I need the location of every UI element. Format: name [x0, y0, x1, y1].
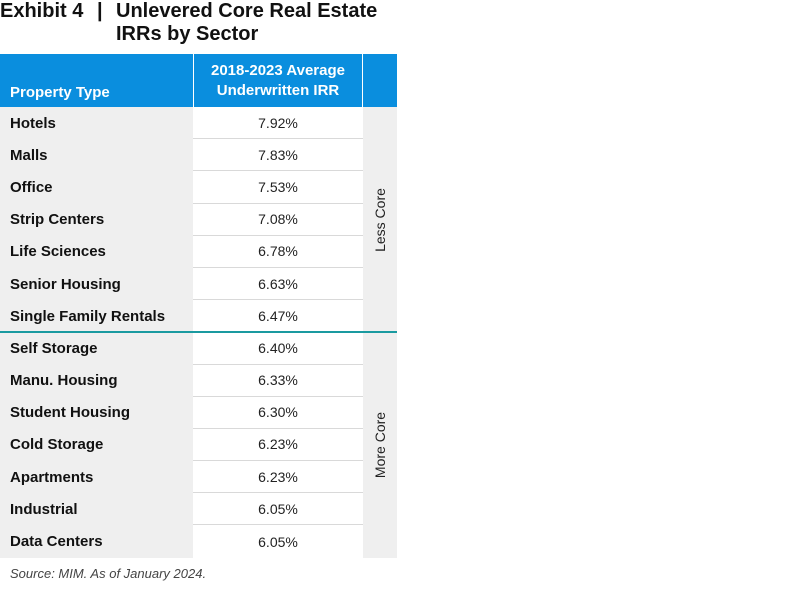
table-row: Industrial 6.05% — [0, 493, 397, 526]
property-type-cell: Industrial — [0, 493, 193, 526]
irr-table: Property Type 2018-2023 Average Underwri… — [0, 54, 397, 558]
irr-cell: 7.83% — [193, 139, 363, 172]
exhibit-heading: Unlevered Core Real Estate IRRs by Secto… — [116, 0, 378, 45]
exhibit-number: Exhibit 4 — [0, 0, 84, 22]
table-row: Office 7.53% — [0, 171, 397, 204]
table-row: Student Housing 6.30% — [0, 396, 397, 429]
table-row: Manu. Housing 6.33% — [0, 364, 397, 397]
irr-cell: 7.08% — [193, 204, 363, 236]
property-type-cell: Senior Housing — [0, 267, 193, 301]
table-row: Cold Storage 6.23% — [0, 428, 397, 462]
property-type-cell: Data Centers — [0, 525, 193, 558]
property-type-cell: Cold Storage — [0, 428, 193, 462]
group-divider — [0, 331, 397, 334]
header-irr-cell: 2018-2023 Average Underwritten IRR — [193, 54, 363, 107]
table-row: Senior Housing 6.63% — [0, 267, 397, 301]
property-type-cell: Hotels — [0, 107, 193, 140]
table-row: Hotels 7.92% — [0, 107, 397, 140]
irr-cell: 6.23% — [193, 429, 363, 462]
header-irr: 2018-2023 Average Underwritten IRR — [211, 61, 345, 99]
table-row: Malls 7.83% — [0, 139, 397, 172]
irr-cell: 6.05% — [193, 493, 363, 526]
irr-cell: 6.40% — [193, 332, 363, 365]
irr-cell: 7.53% — [193, 171, 363, 204]
property-type-cell: Manu. Housing — [0, 364, 193, 397]
table-row: Life Sciences 6.78% — [0, 235, 397, 268]
group-label-more-core: More Core — [372, 412, 389, 479]
irr-cell: 6.63% — [193, 268, 363, 301]
table-row: Strip Centers 7.08% — [0, 203, 397, 236]
table-row: Apartments 6.23% — [0, 461, 397, 494]
group-less-core: Less Core — [363, 107, 397, 333]
table-row: Single Family Rentals 6.47% — [0, 300, 397, 333]
table-row: Data Centers 6.05% — [0, 525, 397, 558]
property-type-cell: Malls — [0, 139, 193, 172]
property-type-cell: Strip Centers — [0, 203, 193, 236]
irr-cell: 6.33% — [193, 365, 363, 397]
property-type-cell: Apartments — [0, 461, 193, 494]
property-type-cell: Life Sciences — [0, 235, 193, 268]
group-more-core: More Core — [363, 332, 397, 558]
property-type-cell: Office — [0, 171, 193, 204]
title-separator: | — [97, 0, 103, 22]
header-property-type: Property Type — [10, 84, 110, 101]
irr-cell: 7.92% — [193, 107, 363, 140]
irr-cell: 6.30% — [193, 397, 363, 429]
property-type-cell: Self Storage — [0, 332, 193, 365]
property-type-cell: Student Housing — [0, 396, 193, 429]
irr-cell: 6.23% — [193, 461, 363, 494]
group-label-less-core: Less Core — [372, 187, 388, 252]
source-note: Source: MIM. As of January 2024. — [10, 566, 207, 581]
table-header: Property Type 2018-2023 Average Underwri… — [0, 54, 397, 107]
irr-cell: 6.05% — [258, 533, 298, 550]
table-row: Self Storage 6.40% — [0, 332, 397, 365]
property-type-cell: Single Family Rentals — [0, 300, 193, 333]
irr-cell: 6.47% — [258, 308, 298, 325]
irr-cell: 6.78% — [193, 236, 363, 268]
